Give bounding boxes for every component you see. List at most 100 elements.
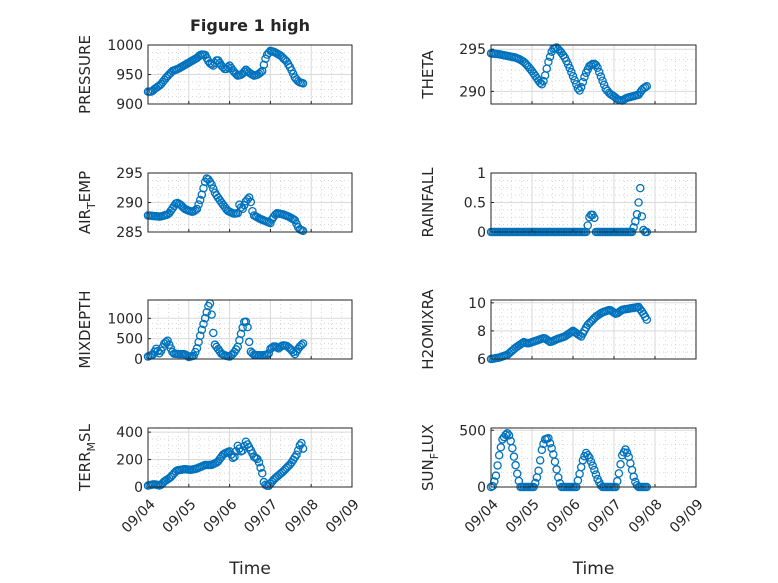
data-point [293,446,303,455]
data-point [550,457,560,466]
data-point [629,472,638,482]
data-point [594,67,604,77]
y-axis-label-subscript: F [428,453,441,459]
y-tick-label: 1 [477,166,486,182]
y-tick-label: 950 [116,68,143,84]
subplot-air_temp: 285 290 295 AIRTEMP [76,166,353,241]
x-tick-label: 09/04 [119,496,159,536]
x-tick-label: 09/07 [241,496,281,536]
y-axis-label: SUNFLUX [419,424,441,491]
data-point [567,67,576,77]
data-point [570,75,579,85]
x-tick-label: 09/08 [282,496,322,536]
data-point [547,443,556,453]
data-point [544,57,553,67]
data-point [292,450,301,459]
y-axis-label-main: TERR [76,451,94,492]
data-point [613,476,622,486]
data-point [199,319,208,329]
x-tick-label: 09/09 [323,496,363,536]
data-point [622,448,632,458]
subplot-mixdepth: 0 500 1000 MIXDEPTH [76,290,353,369]
data-point [194,200,203,209]
data-point [553,473,563,482]
y-axis-label-main: PRESSURE [76,35,94,114]
x-tick-label: 09/07 [585,496,625,536]
axes-box [490,299,697,360]
x-tick-label: 09/06 [544,496,584,536]
axes-box [490,44,697,105]
data-point [637,212,647,221]
data-point [298,339,308,348]
data-point [241,317,251,327]
data-point [195,331,205,340]
data-point [588,461,597,470]
data-point [494,450,504,460]
y-axis-label-subscript: M [85,442,98,452]
data-point [298,444,308,453]
y-axis-label-main: H2OMIXRA [419,289,437,370]
y-tick-label: 0 [477,480,486,496]
axes-box [147,427,353,488]
data-point [509,452,519,461]
y-tick-label: 1000 [107,38,143,54]
axes-background [490,299,697,360]
data-point [297,340,306,350]
data-point [568,71,578,81]
data-point [243,322,252,332]
y-axis-label-main: SUN [419,459,437,491]
data-point [164,340,174,349]
y-axis-label-main: THETA [419,50,437,100]
y-axis-label: PRESSURE [76,35,94,114]
y-axis-label: RAINFALL [419,167,437,238]
y-axis-label-main: RAINFALL [419,167,437,238]
y-tick-label: 285 [116,225,143,241]
y-tick-label: 0 [477,225,486,241]
x-axis-label: Time [228,559,271,579]
data-point [552,465,561,474]
y-tick-label: 900 [116,97,143,113]
data-point [539,76,548,86]
data-point [197,325,207,334]
data-point [583,450,593,460]
data-point [504,431,514,440]
y-axis-label-tail: SL [76,423,94,442]
axes-box [490,427,697,488]
subplot-h2omixra: 6 8 10 H2OMIXRA [419,289,697,370]
data-point [209,328,218,338]
data-point [493,461,502,470]
data-point [228,453,238,463]
y-tick-label: 290 [459,84,486,100]
y-axis-label: MIXDEPTH [76,290,94,368]
data-point [511,460,520,470]
data-point [256,68,265,77]
data-point [632,210,642,219]
data-point [576,82,586,92]
data-point [535,456,545,465]
data-point [246,197,256,207]
x-tick-label: 09/04 [462,496,502,536]
data-point [257,469,267,478]
x-tick-label: 09/05 [503,496,543,536]
data-point [545,438,555,448]
data-point [501,430,511,440]
x-axis-label: Time [572,559,615,579]
y-tick-label: 0 [134,352,143,368]
data-point [590,213,599,223]
data-point [259,60,269,70]
y-tick-label: 0.5 [464,196,486,212]
data-point [244,337,254,347]
data-point [642,315,652,324]
data-point [578,77,588,87]
y-axis-label-main: AIR [76,209,94,234]
data-point [491,471,501,480]
data-point [635,183,645,193]
data-point [565,63,574,73]
data-point [614,469,624,478]
data-point [534,466,543,476]
data-point [537,445,547,455]
y-tick-label: 295 [116,166,143,182]
y-tick-label: 200 [116,453,143,469]
x-tick-label: 09/06 [200,496,240,536]
